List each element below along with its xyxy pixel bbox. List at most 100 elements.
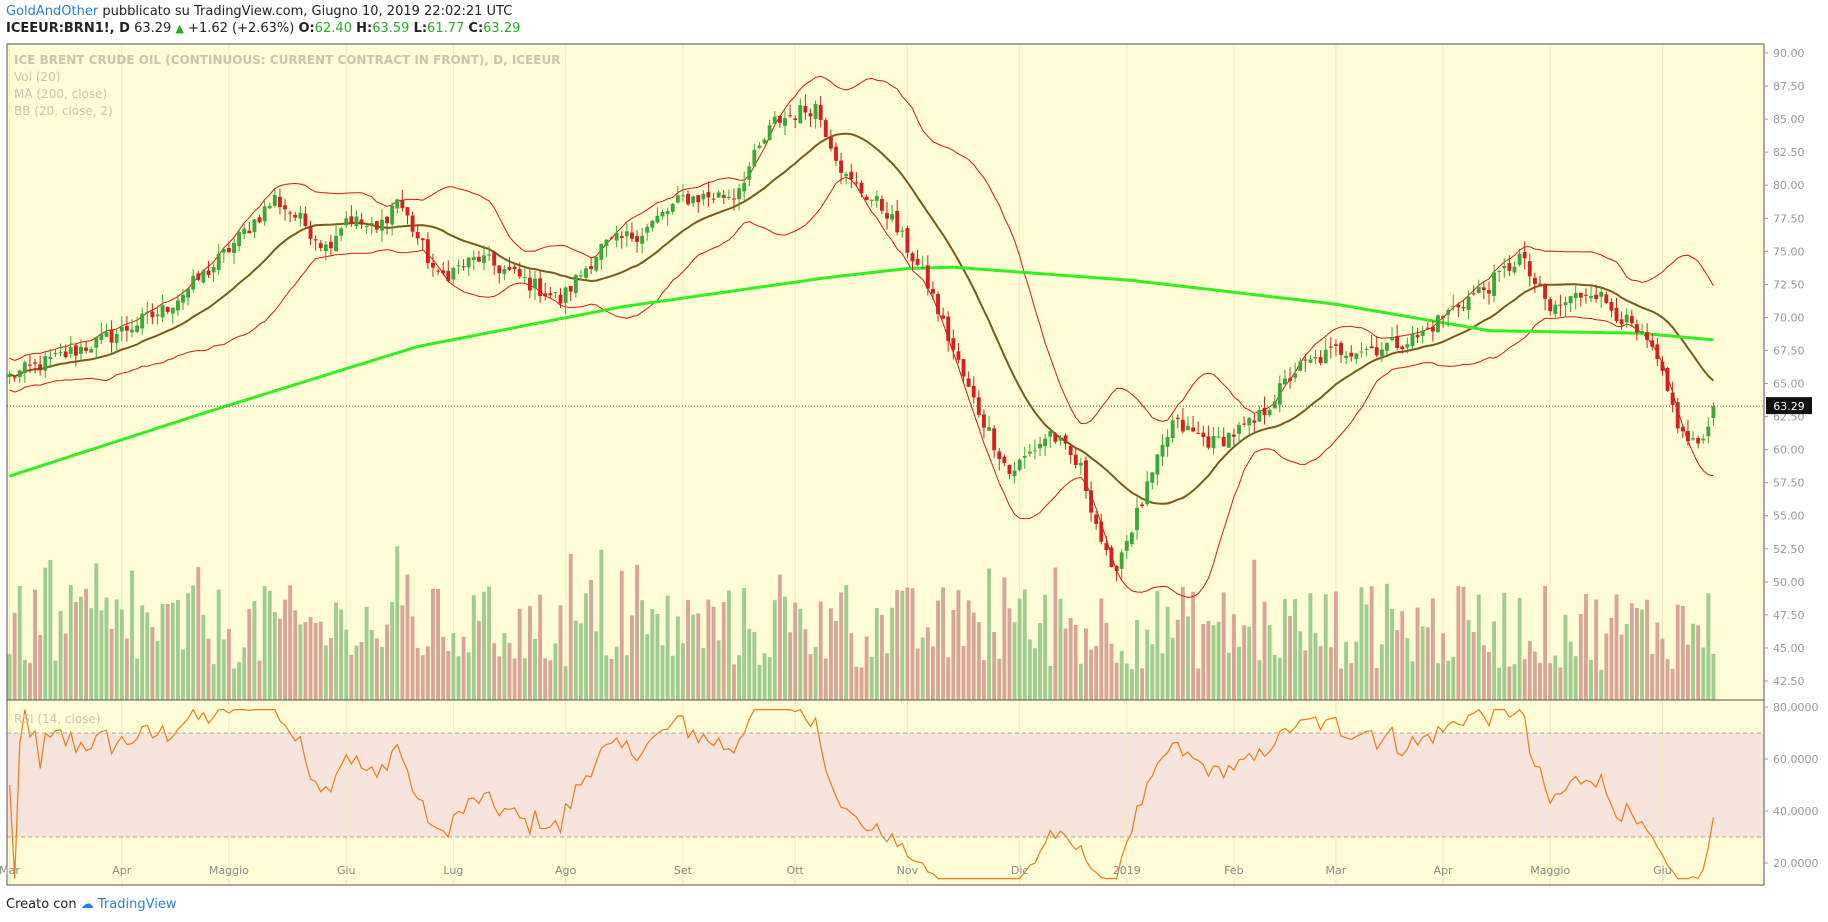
candle xyxy=(966,371,971,387)
rsi-axis[interactable]: 20.0000 40.0000 60.0000 80.0000 xyxy=(1764,701,1819,870)
candle xyxy=(675,185,680,204)
volume-bar xyxy=(1175,619,1180,700)
candle xyxy=(232,238,236,264)
candle xyxy=(1354,353,1359,365)
volume-bar xyxy=(1527,641,1532,700)
time-tick-label: Mar xyxy=(1326,864,1347,877)
candle xyxy=(1109,545,1114,568)
volume-bar xyxy=(1277,657,1282,700)
candle xyxy=(930,281,935,300)
volume-bar xyxy=(614,646,619,700)
candle xyxy=(578,269,583,281)
volume-bar xyxy=(1497,667,1502,700)
candle xyxy=(1512,261,1517,275)
volume-bar xyxy=(1237,646,1241,700)
tradingview-logo-icon[interactable]: ☁ xyxy=(80,897,94,912)
volume-bar xyxy=(165,603,170,700)
volume-bar xyxy=(38,634,43,700)
candle xyxy=(12,376,17,383)
tradingview-link[interactable]: TradingView xyxy=(97,897,177,912)
volume-bar xyxy=(492,643,497,700)
candle xyxy=(497,265,502,284)
volume-bar xyxy=(43,567,48,700)
candle xyxy=(22,360,27,383)
candle xyxy=(1094,511,1099,530)
candle xyxy=(1196,421,1201,434)
candle xyxy=(1471,285,1476,296)
volume-bar xyxy=(823,658,828,700)
candle xyxy=(1282,369,1287,385)
volume-bar xyxy=(109,629,114,700)
candle xyxy=(732,188,736,211)
volume-bar xyxy=(410,616,415,700)
candle xyxy=(109,320,114,353)
volume-legend: Vol (20) xyxy=(14,70,60,84)
candle xyxy=(874,190,879,208)
volume-bar xyxy=(1221,592,1226,700)
time-tick-label: Lug xyxy=(443,864,463,877)
price-axis[interactable]: 42.50 45.00 47.50 50.00 52.50 55.00 57.50 60.00… xyxy=(1764,47,1805,688)
volume-bar xyxy=(1140,668,1145,700)
candle xyxy=(844,171,849,185)
rsi-tick-label: 20.0000 xyxy=(1773,857,1819,870)
time-axis[interactable]: Mar Apr Maggio Giu Lug Ago Set Ott Nov Dic 2019 Feb… xyxy=(0,864,1672,877)
volume-bar xyxy=(1288,615,1292,700)
volume-bar xyxy=(7,654,12,700)
volume-bar xyxy=(609,658,614,700)
volume-bar xyxy=(334,602,338,700)
volume-bar xyxy=(604,655,609,700)
volume-bar xyxy=(22,659,27,700)
candle xyxy=(94,336,99,359)
candle xyxy=(1043,433,1048,456)
candle xyxy=(828,129,833,152)
candle xyxy=(221,247,226,263)
candle xyxy=(461,259,466,271)
volume-bar xyxy=(1400,611,1405,700)
candle xyxy=(359,212,364,229)
candle xyxy=(706,181,711,208)
volume-bar xyxy=(1252,559,1257,700)
candle xyxy=(839,152,844,185)
volume-bar xyxy=(1446,660,1451,700)
volume-bar xyxy=(971,612,976,700)
candle xyxy=(48,349,53,369)
price-tick-label: 65.00 xyxy=(1773,378,1805,391)
candle xyxy=(624,222,629,248)
candle xyxy=(915,249,920,267)
volume-bar xyxy=(987,568,991,700)
volume-bar xyxy=(1063,628,1068,700)
volume-bar xyxy=(752,631,757,700)
volume-bar xyxy=(160,603,165,700)
author-link[interactable]: GoldAndOther xyxy=(6,4,99,19)
volume-bar xyxy=(1604,633,1609,700)
candle xyxy=(1267,408,1272,417)
candle xyxy=(691,195,696,208)
candle xyxy=(823,117,828,138)
volume-bar xyxy=(1053,567,1058,700)
volume-bar xyxy=(762,653,767,700)
volume-bar xyxy=(1425,627,1430,700)
volume-bar xyxy=(1257,660,1262,700)
volume-bar xyxy=(1640,609,1644,700)
candle xyxy=(1318,350,1323,366)
volume-bar xyxy=(1114,662,1119,700)
volume-bar xyxy=(839,592,844,700)
volume-bar xyxy=(1405,638,1410,700)
volume-bar xyxy=(1242,625,1247,700)
candle xyxy=(869,199,874,208)
volume-bar xyxy=(1002,577,1007,700)
candle xyxy=(1476,279,1481,294)
volume-bar xyxy=(298,624,303,700)
volume-bar xyxy=(431,588,435,700)
candle xyxy=(1589,285,1593,303)
volume-bar xyxy=(1558,667,1563,700)
candle xyxy=(395,198,400,214)
volume-bar xyxy=(961,645,966,700)
volume-bar xyxy=(538,594,543,700)
open-value: 62.40 xyxy=(314,21,352,36)
candle xyxy=(237,229,242,252)
volume-bar xyxy=(461,636,466,700)
candle xyxy=(1691,431,1695,441)
volume-bar xyxy=(966,600,971,700)
